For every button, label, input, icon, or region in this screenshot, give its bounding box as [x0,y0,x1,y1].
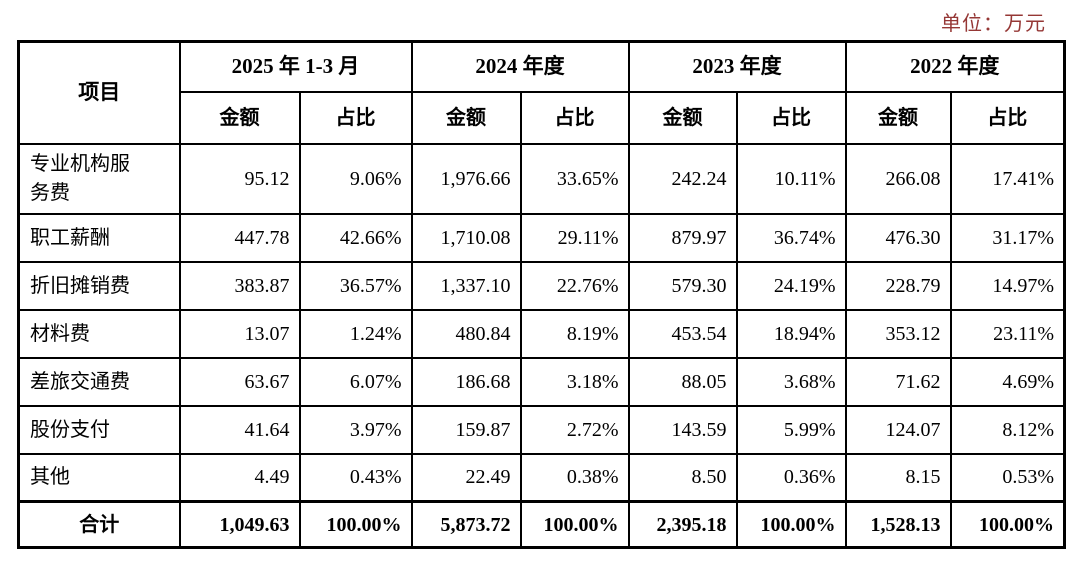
row-label: 股份支付 [17,404,181,455]
table-row: 专业机构服务费 95.12 9.06% 1,976.66 33.65% 242.… [17,142,1066,215]
amount-cell: 453.54 [627,308,738,359]
ratio-cell: 6.07% [298,356,413,407]
header-period-2025: 2025 年 1-3 月 [178,40,413,93]
amount-cell: 95.12 [178,142,301,215]
ratio-cell: 3.68% [735,356,847,407]
table-row: 其他 4.49 0.43% 22.49 0.38% 8.50 0.36% 8.1… [17,452,1066,503]
header-subrow: 金额 占比 金额 占比 金额 占比 金额 占比 [19,90,1066,145]
total-amount-cell: 5,873.72 [410,500,522,549]
amount-cell: 13.07 [178,308,301,359]
table-row: 职工薪酬 447.78 42.66% 1,710.08 29.11% 879.9… [17,212,1066,263]
header-amount-2024: 金额 [410,90,522,145]
row-label: 专业机构服务费 [17,142,181,215]
amount-cell: 266.08 [844,142,952,215]
ratio-cell: 42.66% [298,212,413,263]
table-row: 差旅交通费 63.67 6.07% 186.68 3.18% 88.05 3.6… [17,356,1066,407]
amount-cell: 1,976.66 [410,142,522,215]
amount-cell: 22.49 [410,452,522,503]
total-ratio-cell: 100.00% [735,500,847,549]
amount-cell: 88.05 [627,356,738,407]
amount-cell: 579.30 [627,260,738,311]
ratio-cell: 17.41% [949,142,1066,215]
ratio-cell: 18.94% [735,308,847,359]
amount-cell: 353.12 [844,308,952,359]
ratio-cell: 0.38% [519,452,630,503]
ratio-cell: 23.11% [949,308,1066,359]
ratio-cell: 0.53% [949,452,1066,503]
table-row: 股份支付 41.64 3.97% 159.87 2.72% 143.59 5.9… [17,404,1066,455]
ratio-cell: 9.06% [298,142,413,215]
unit-label: 单位：万元 [941,13,1046,35]
header-amount-2023: 金额 [627,90,738,145]
ratio-cell: 4.69% [949,356,1066,407]
amount-cell: 159.87 [410,404,522,455]
total-ratio-cell: 100.00% [519,500,630,549]
row-label: 其他 [17,452,181,503]
header-period-2023: 2023 年度 [627,40,847,93]
amount-cell: 4.49 [178,452,301,503]
amount-cell: 383.87 [178,260,301,311]
amount-cell: 480.84 [410,308,522,359]
amount-cell: 186.68 [410,356,522,407]
amount-cell: 879.97 [627,212,738,263]
header-ratio-2022: 占比 [949,90,1066,145]
ratio-cell: 0.36% [735,452,847,503]
ratio-cell: 10.11% [735,142,847,215]
total-ratio-cell: 100.00% [949,500,1066,549]
ratio-cell: 31.17% [949,212,1066,263]
amount-cell: 8.15 [844,452,952,503]
total-row: 合计 1,049.63 100.00% 5,873.72 100.00% 2,3… [17,500,1066,549]
ratio-cell: 5.99% [735,404,847,455]
amount-cell: 476.30 [844,212,952,263]
header-amount-2022: 金额 [844,90,952,145]
total-amount-cell: 1,049.63 [178,500,301,549]
expense-breakdown-table: 项目 2025 年 1-3 月 2024 年度 2023 年度 2022 年度 … [17,40,1066,549]
ratio-cell: 0.43% [298,452,413,503]
ratio-cell: 8.19% [519,308,630,359]
ratio-cell: 29.11% [519,212,630,263]
header-period-2022: 2022 年度 [844,40,1066,93]
amount-cell: 143.59 [627,404,738,455]
ratio-cell: 2.72% [519,404,630,455]
ratio-cell: 24.19% [735,260,847,311]
amount-cell: 242.24 [627,142,738,215]
ratio-cell: 3.97% [298,404,413,455]
row-label: 材料费 [17,308,181,359]
ratio-cell: 22.76% [519,260,630,311]
amount-cell: 63.67 [178,356,301,407]
header-ratio-2025: 占比 [298,90,413,145]
row-label: 折旧摊销费 [17,260,181,311]
ratio-cell: 36.57% [298,260,413,311]
amount-cell: 1,710.08 [410,212,522,263]
header-amount-2025: 金额 [178,90,301,145]
header-period-row: 项目 2025 年 1-3 月 2024 年度 2023 年度 2022 年度 [17,40,1066,145]
row-label: 差旅交通费 [17,356,181,407]
ratio-cell: 8.12% [949,404,1066,455]
total-label: 合计 [17,500,181,549]
amount-cell: 1,337.10 [410,260,522,311]
ratio-cell: 33.65% [519,142,630,215]
ratio-cell: 36.74% [735,212,847,263]
table-row: 折旧摊销费 383.87 36.57% 1,337.10 22.76% 579.… [17,260,1066,311]
amount-cell: 41.64 [178,404,301,455]
header-period-2024: 2024 年度 [410,40,630,93]
header-ratio-2023: 占比 [735,90,847,145]
header-item: 项目 [17,40,181,145]
amount-cell: 71.62 [844,356,952,407]
total-amount-cell: 1,528.13 [844,500,952,549]
total-amount-cell: 2,395.18 [627,500,738,549]
ratio-cell: 3.18% [519,356,630,407]
row-label: 职工薪酬 [17,212,181,263]
ratio-cell: 1.24% [298,308,413,359]
table-row: 材料费 13.07 1.24% 480.84 8.19% 453.54 18.9… [17,308,1066,359]
header-ratio-2024: 占比 [519,90,630,145]
amount-cell: 124.07 [844,404,952,455]
row-label-text: 专业机构服务费 [30,152,130,204]
ratio-cell: 14.97% [949,260,1066,311]
total-ratio-cell: 100.00% [298,500,413,549]
amount-cell: 228.79 [844,260,952,311]
amount-cell: 8.50 [627,452,738,503]
amount-cell: 447.78 [178,212,301,263]
